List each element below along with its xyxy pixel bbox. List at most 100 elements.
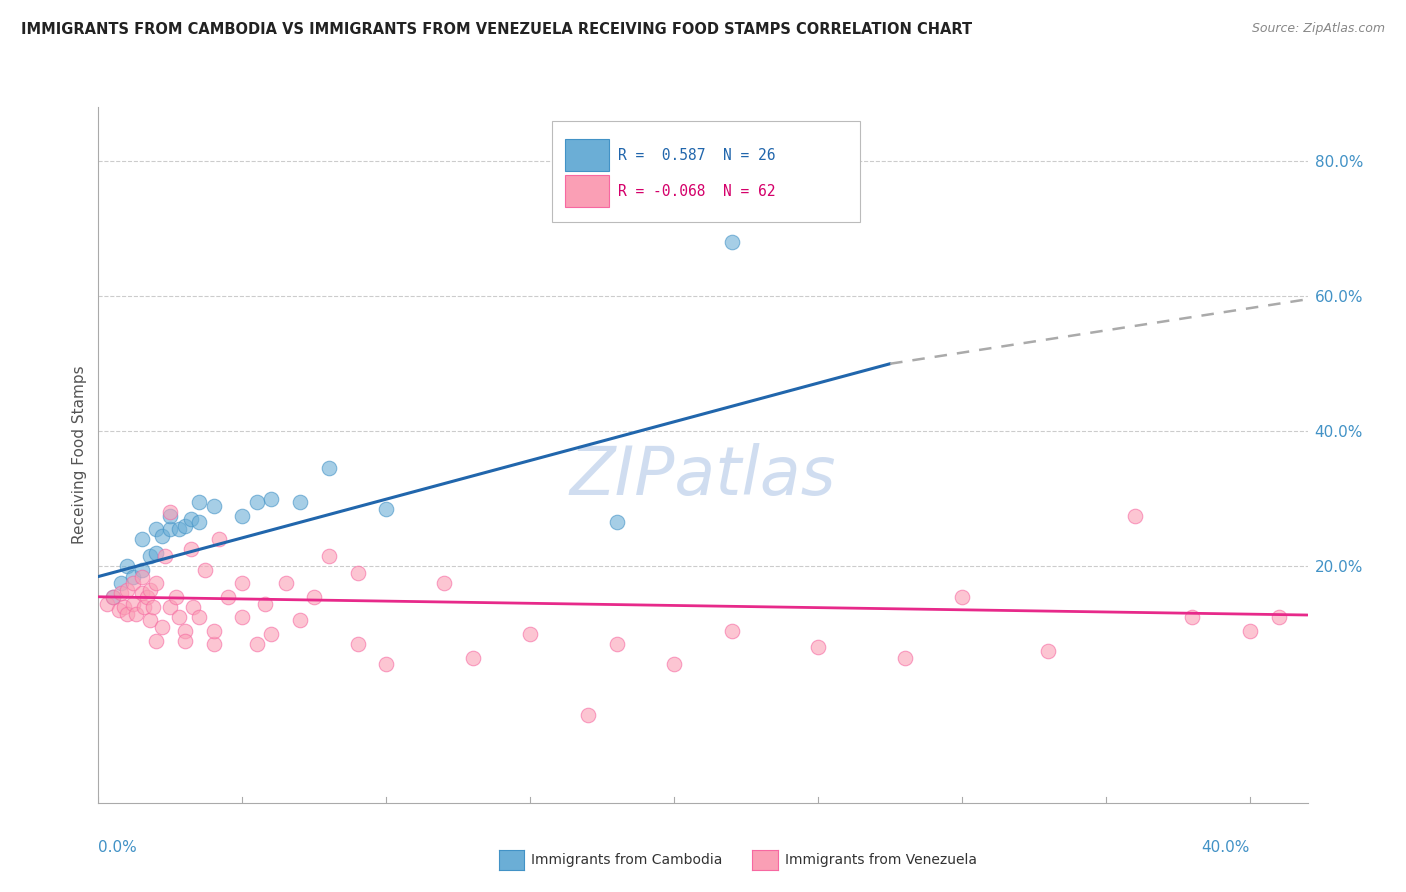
Point [131,569,153,583]
Text: ZIPatlas: ZIPatlas [569,442,837,508]
Point [159,508,181,523]
Point [142,599,165,614]
Point [208,533,231,547]
Point [183,599,205,614]
Text: IMMIGRANTS FROM CAMBODIA VS IMMIGRANTS FROM VENEZUELA RECEIVING FOOD STAMPS CORR: IMMIGRANTS FROM CAMBODIA VS IMMIGRANTS F… [21,22,972,37]
Point [260,627,283,641]
Point [107,603,129,617]
Y-axis label: Receiving Food Stamps: Receiving Food Stamps [72,366,87,544]
Text: Immigrants from Cambodia: Immigrants from Cambodia [531,853,723,867]
Text: Source: ZipAtlas.com: Source: ZipAtlas.com [1251,22,1385,36]
Point [115,607,138,621]
Point [145,576,167,591]
Point [1268,610,1291,624]
Point [150,529,173,543]
Point [173,624,195,638]
FancyBboxPatch shape [565,175,609,207]
Point [433,576,456,591]
Point [188,516,211,530]
Point [139,582,162,597]
Point [217,590,239,604]
Point [318,549,340,564]
Point [96,597,118,611]
Text: 0.0%: 0.0% [98,840,138,855]
Point [122,597,145,611]
Point [167,610,190,624]
Point [318,461,340,475]
Point [112,599,135,614]
Point [131,586,153,600]
Point [1123,508,1146,523]
Point [304,590,326,604]
Point [606,637,628,651]
Point [180,512,202,526]
Point [202,637,225,651]
Point [145,522,167,536]
Point [246,637,269,651]
Point [131,533,153,547]
Text: 40.0%: 40.0% [1202,840,1250,855]
Point [110,576,132,591]
Point [167,522,190,536]
Point [153,549,176,564]
Point [231,508,253,523]
Point [139,549,162,564]
Point [720,235,742,249]
Point [807,640,830,655]
Point [110,586,132,600]
Point [122,569,145,583]
Point [136,590,159,604]
Point [231,576,253,591]
Point [173,633,195,648]
Point [150,620,173,634]
Point [288,614,311,628]
Point [159,522,181,536]
Point [139,614,162,628]
Point [346,566,368,581]
Text: R =  0.587  N = 26: R = 0.587 N = 26 [619,147,776,162]
Point [576,708,599,723]
Point [260,491,283,506]
Point [194,563,217,577]
Text: Immigrants from Venezuela: Immigrants from Venezuela [785,853,977,867]
Point [246,495,269,509]
Point [173,519,195,533]
Point [131,563,153,577]
Text: R = -0.068  N = 62: R = -0.068 N = 62 [619,184,776,199]
Point [519,627,541,641]
Point [165,590,187,604]
FancyBboxPatch shape [553,121,860,222]
Point [664,657,686,672]
Point [231,610,253,624]
Point [134,599,156,614]
Point [125,607,148,621]
Point [101,590,124,604]
Point [202,499,225,513]
Point [145,546,167,560]
Point [145,633,167,648]
Point [1181,610,1204,624]
Point [720,624,742,638]
Point [159,599,181,614]
Point [950,590,973,604]
Point [254,597,277,611]
Point [288,495,311,509]
Point [188,610,211,624]
Point [188,495,211,509]
Point [375,502,398,516]
Point [375,657,398,672]
Point [115,582,138,597]
Point [274,576,297,591]
Point [346,637,368,651]
Point [893,650,915,665]
Point [1239,624,1261,638]
FancyBboxPatch shape [565,139,609,171]
Point [180,542,202,557]
Point [115,559,138,574]
Point [159,505,181,519]
Point [606,516,628,530]
Point [1038,644,1060,658]
Point [101,590,124,604]
Point [202,624,225,638]
Point [122,576,145,591]
